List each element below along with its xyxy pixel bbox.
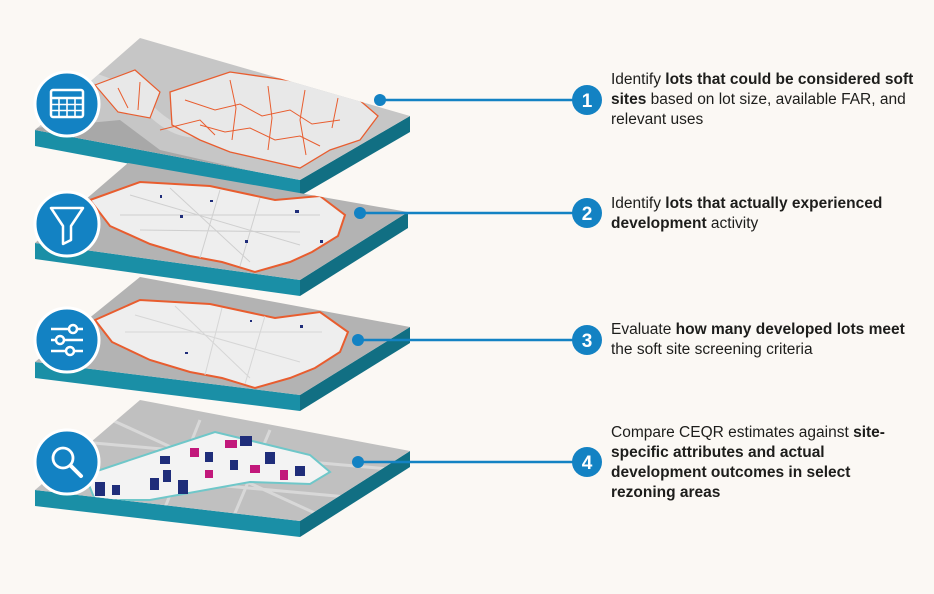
step-3-part-1: Evaluate xyxy=(611,321,676,338)
step-2-description: Identify lots that actually experienced … xyxy=(611,194,921,234)
connector-2 xyxy=(354,207,588,219)
table-icon xyxy=(33,70,101,138)
step-4-part-2: site-specific attributes and actual deve… xyxy=(611,424,885,501)
step-3-number: 3 xyxy=(582,331,593,352)
step-4-description: Compare CEQR estimates against site-spec… xyxy=(611,423,911,503)
layer-1-slab xyxy=(35,38,410,196)
sliders-icon xyxy=(33,306,101,374)
step-3-badge: 3 xyxy=(572,325,602,355)
connector-1 xyxy=(374,94,588,106)
step-1-part-1: Identify xyxy=(611,71,666,88)
step-3-description: Evaluate how many developed lots meet th… xyxy=(611,320,921,360)
magnifier-icon xyxy=(33,428,101,496)
step-3-part-3: the soft site screening criteria xyxy=(611,341,813,358)
step-4-badge: 4 xyxy=(572,447,602,477)
step-1-number: 1 xyxy=(582,91,593,112)
step-2-part-2: lots that actually experienced developme… xyxy=(611,195,883,232)
step-1-part-3: based on lot size, available FAR, and re… xyxy=(611,91,906,128)
connector-4 xyxy=(352,456,588,468)
layer-3-slab xyxy=(35,277,410,411)
layer-2-slab xyxy=(35,163,408,296)
layer-4-slab xyxy=(35,400,410,537)
step-2-part-3: activity xyxy=(706,215,759,232)
step-2-number: 2 xyxy=(582,204,593,225)
step-1-badge: 1 xyxy=(572,85,602,115)
connector-3 xyxy=(352,334,588,346)
step-4-number: 4 xyxy=(582,453,593,474)
step-2-part-1: Identify xyxy=(611,195,666,212)
step-4-part-1: Compare CEQR estimates against xyxy=(611,424,854,441)
step-1-description: Identify lots that could be considered s… xyxy=(611,70,921,130)
step-2-badge: 2 xyxy=(572,198,602,228)
step-3-part-2: how many developed lots meet xyxy=(675,321,905,338)
step-1-part-2: lots that could be considered soft sites xyxy=(611,71,914,108)
filter-icon xyxy=(33,190,101,258)
